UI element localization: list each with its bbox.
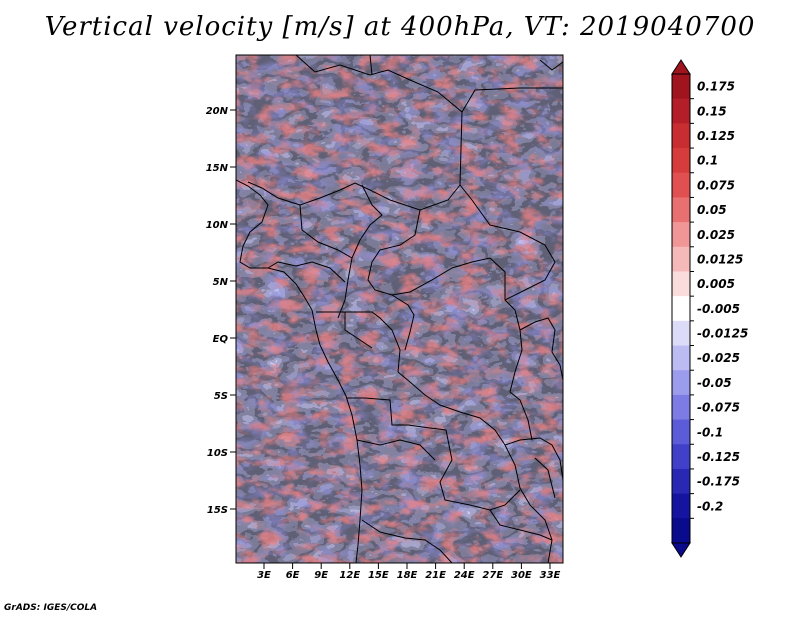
latitude-axis: 20N 15N 10N 5N EQ 5S 10S 15S [206, 106, 236, 516]
map-title: Vertical velocity [m/s] at 400hPa, VT: 2… [44, 12, 756, 42]
colorbar-bin [672, 197, 690, 223]
colorbar-bin [672, 394, 690, 421]
colorbar-bin [672, 74, 690, 100]
lat-label: 5S [214, 391, 228, 402]
longitude-axis: 3E 6E 9E 12E 15E 18E 21E 24E 27E 30E 33E [257, 563, 561, 581]
colorbar-bin [672, 370, 690, 396]
lat-label: 15N [206, 163, 229, 174]
colorbar-label: 0.175 [697, 80, 735, 94]
colorbar-bin [672, 518, 690, 544]
colorbar-label: -0.125 [697, 450, 740, 464]
colorbar-label: -0.075 [697, 401, 740, 415]
lat-label: 10N [206, 220, 229, 231]
colorbar-label: 0.025 [697, 228, 735, 242]
colorbar-label: -0.0125 [697, 327, 748, 341]
colorbar-label: 0.05 [697, 203, 727, 217]
colorbar-label: 0.15 [697, 104, 727, 118]
colorbar-bin [672, 468, 690, 495]
lon-label: 3E [257, 570, 271, 581]
map-frame [235, 54, 564, 564]
colorbar-label: 0.1 [697, 154, 718, 168]
lon-label: 9E [314, 570, 328, 581]
colorbar-bin [672, 172, 690, 198]
colorbar-label: -0.2 [697, 499, 723, 513]
colorbar-bin [672, 444, 690, 470]
lat-label: 15S [207, 505, 228, 516]
country-borders [236, 55, 563, 563]
colorbar-label: 0.075 [697, 178, 735, 192]
colorbar-min-arrow [671, 542, 691, 558]
colorbar-bin [672, 296, 690, 322]
lon-label: 30E [511, 570, 532, 581]
lat-label: 5N [213, 277, 229, 288]
colorbar-bin [672, 345, 690, 371]
colorbar-bin [672, 98, 690, 124]
colorbar-label: 0.0125 [697, 252, 743, 266]
colorbar-label: 0.005 [697, 277, 735, 291]
colorbar-bin [672, 493, 690, 519]
colorbar-bin [672, 222, 690, 248]
lat-label: EQ [213, 334, 229, 345]
colorbar-bin [672, 246, 690, 272]
colorbar-label: -0.05 [697, 376, 732, 390]
lon-label: 12E [339, 570, 360, 581]
lat-label: 20N [206, 106, 229, 117]
grads-credit: GrADS: IGES/COLA [4, 603, 98, 613]
colorbar-label: -0.1 [697, 425, 723, 439]
colorbar-bin [672, 148, 690, 174]
colorbar-max-arrow [671, 59, 691, 75]
lon-label: 15E [368, 570, 389, 581]
lon-label: 24E [454, 570, 475, 581]
colorbar-label: 0.125 [697, 129, 735, 143]
lat-label: 10S [207, 448, 228, 459]
lon-label: 33E [540, 570, 561, 581]
velocity-field [236, 55, 563, 563]
lon-label: 21E [425, 570, 446, 581]
colorbar-bin [672, 419, 690, 445]
colorbar-bin [672, 320, 690, 347]
colorbar-label: -0.025 [697, 351, 740, 365]
lon-label: 6E [286, 570, 300, 581]
lon-label: 18E [397, 570, 418, 581]
colorbar: 0.175 0.15 0.125 0.1 0.075 0.05 0.025 0.0125 0.0… [671, 59, 748, 558]
colorbar-bin [672, 271, 690, 297]
lon-label: 27E [482, 570, 503, 581]
colorbar-frame [671, 73, 691, 544]
colorbar-label: -0.175 [697, 475, 740, 489]
colorbar-label: -0.005 [697, 302, 740, 316]
colorbar-bin [672, 123, 690, 149]
